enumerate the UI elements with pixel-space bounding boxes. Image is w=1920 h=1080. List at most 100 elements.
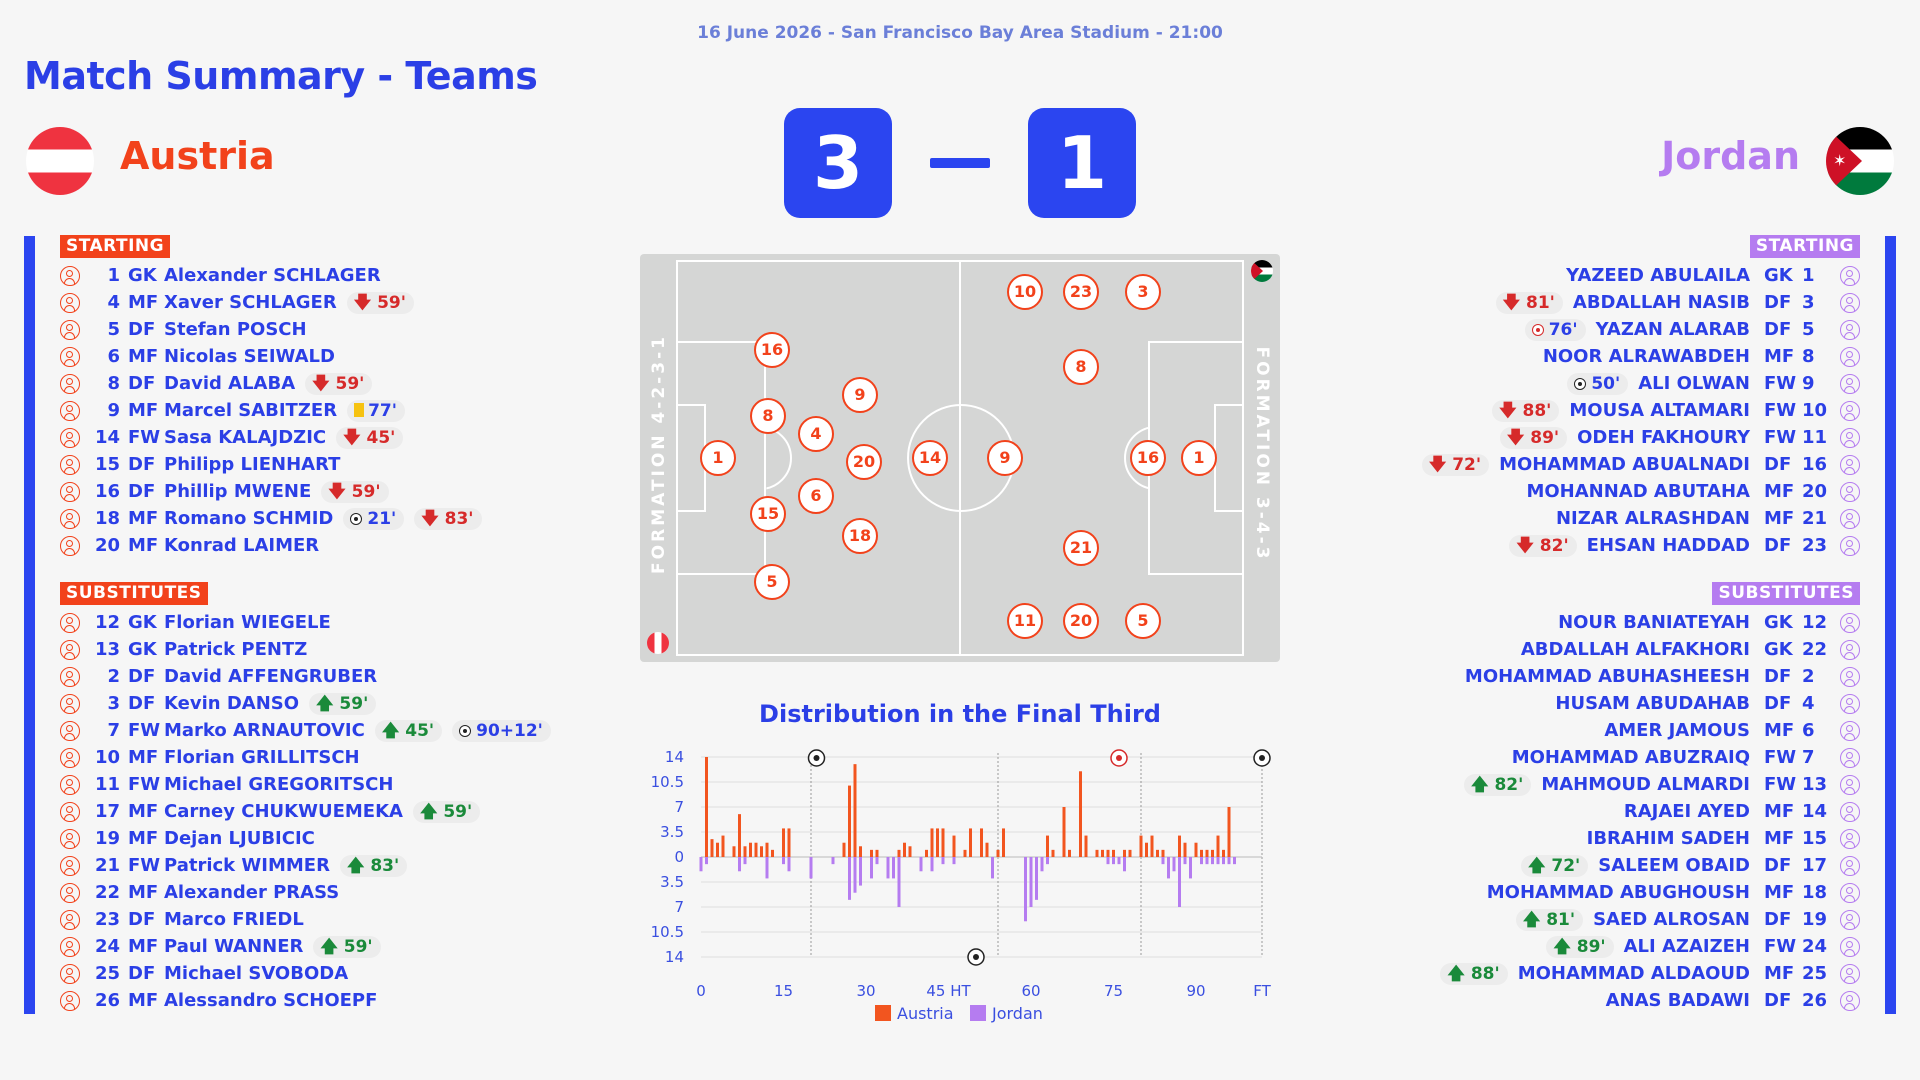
player-row[interactable]: HUSAM ABUDAHAB DF 4 [1555,690,1860,717]
player-row[interactable]: 22 MF Alexander PRASS [60,879,339,906]
player-row[interactable]: 6 MF Nicolas SEIWALD [60,343,335,370]
player-row[interactable]: MOHANNAD ABUTAHA MF 20 [1526,478,1860,505]
player-row[interactable]: 21 FW Patrick WIMMER 🡅 83' [60,852,408,879]
player-row[interactable]: 11 FW Michael GREGORITSCH [60,771,393,798]
austria-bar [1161,849,1165,857]
austria-bar [771,849,774,857]
player-position: GK [1764,612,1793,633]
arrow-down-event: 🡇 59' [346,292,414,314]
player-row[interactable]: 🡅 82' MAHMOUD ALMARDI FW 13 [1464,771,1860,798]
player-number: 24 [1802,936,1828,957]
player-position: MF [1764,508,1795,529]
player-row[interactable]: 17 MF Carney CHUKWUEMEKA 🡅 59' [60,798,481,825]
player-row[interactable]: 🡇 81' ABDALLAH NASIB DF 3 [1495,289,1860,316]
player-name: MOHAMMAD ABUGHOUSH [1486,882,1750,903]
player-row[interactable]: 🡇 72' MOHAMMAD ABUALNADI DF 16 [1421,451,1860,478]
player-row[interactable]: 🡅 72' SALEEM OBAID DF 17 [1521,852,1860,879]
jordan-bar [1024,857,1027,922]
jordan-bar [765,857,769,879]
player-number: 18 [94,508,120,529]
player-row[interactable]: 1 GK Alexander SCHLAGER [60,262,381,289]
player-position: GK [1764,265,1793,286]
player-row[interactable]: 25 DF Michael SVOBODA [60,960,348,987]
player-row[interactable]: 20 MF Konrad LAIMER [60,532,319,559]
player-row[interactable]: 16 DF Phillip MWENE 🡇 59' [60,478,389,505]
player-row[interactable]: ABDALLAH ALFAKHORI GK 22 [1521,636,1860,663]
player-position: MF [128,535,159,556]
player-row[interactable]: NOOR ALRAWABDEH MF 8 [1543,343,1860,370]
player-row[interactable]: 23 DF Marco FRIEDL [60,906,304,933]
player-row[interactable]: 10 MF Florian GRILLITSCH [60,744,360,771]
player-number: 9 [107,400,120,421]
jordan-bar [1029,857,1033,907]
player-name: ODEH FAKHOURY [1577,427,1750,448]
player-row[interactable]: 19 MF Dejan LJUBICIC [60,825,315,852]
player-row[interactable]: YAZEED ABULAILA GK 1 [1566,262,1860,289]
jordan-bar [941,857,945,865]
player-name: Stefan POSCH [164,319,307,340]
player-row[interactable]: IBRAHIM SADEH MF 15 [1587,825,1860,852]
player-row[interactable]: 26 MF Alessandro SCHOEPF [60,987,377,1014]
player-row[interactable]: 24 MF Paul WANNER 🡅 59' [60,933,381,960]
player-row[interactable]: MOHAMMAD ABUHASHEESH DF 2 [1465,663,1860,690]
player-row[interactable]: 12 GK Florian WIEGELE [60,609,331,636]
player-avatar-icon [1840,455,1860,475]
player-number: 3 [1802,292,1815,313]
player-row[interactable]: NIZAR ALRASHDAN MF 21 [1556,505,1860,532]
player-number: 20 [1802,481,1828,502]
player-row[interactable]: 4 MF Xaver SCHLAGER 🡇 59' [60,289,414,316]
jordan-bar [809,857,813,879]
player-name: EHSAN HADDAD [1586,535,1750,556]
austria-bar [1227,807,1231,857]
player-row[interactable]: 18 MF Romano SCHMID 21' 🡇 83' [60,505,482,532]
player-row[interactable]: ANAS BADAWI DF 26 [1606,987,1860,1014]
event-text: 🡇 59' [312,374,365,394]
player-row[interactable]: NOUR BANIATEYAH GK 12 [1558,609,1860,636]
x-tick-label: FT [1253,982,1271,1000]
player-name: Florian WIEGELE [164,612,331,633]
chart-legend: Austria Jordan [875,1004,1043,1023]
player-number: 23 [94,909,120,930]
player-row[interactable]: 🡇 89' ODEH FAKHOURY FW 11 [1499,424,1860,451]
player-row[interactable]: 13 GK Patrick PENTZ [60,636,307,663]
player-avatar-icon [60,748,80,768]
player-row[interactable]: 🡇 82' EHSAN HADDAD DF 23 [1509,532,1860,559]
player-row[interactable]: 2 DF David AFFENGRUBER [60,663,377,690]
ball-icon [1574,378,1587,390]
arrow-up-event: 🡅 82' [1464,774,1532,796]
player-row[interactable]: 5 DF Stefan POSCH [60,316,307,343]
player-row[interactable]: 🡇 88' MOUSA ALTAMARI FW 10 [1492,397,1860,424]
event-text: 🡅 88' [1447,964,1500,984]
player-row[interactable]: 7 FW Marko ARNAUTOVIC 🡅 45' 90+12' [60,717,551,744]
player-row[interactable]: MOHAMMAD ABUGHOUSH MF 18 [1487,879,1860,906]
arrow-down-event: 🡇 83' [414,508,482,530]
away-player-marker: 5 [1125,603,1161,639]
home-player-marker: 8 [750,398,786,434]
player-name: Philipp LIENHART [164,454,341,475]
player-row[interactable]: 8 DF David ALABA 🡇 59' [60,370,373,397]
player-avatar-icon [1840,667,1860,687]
player-row[interactable]: RAJAEI AYED MF 14 [1624,798,1860,825]
player-row[interactable]: 3 DF Kevin DANSO 🡅 59' [60,690,377,717]
player-row[interactable]: AMER JAMOUS MF 6 [1604,717,1860,744]
player-row[interactable]: 🡅 88' MOHAMMAD ALDAOUD MF 25 [1440,960,1860,987]
player-row[interactable]: 76' YAZAN ALARAB DF 5 [1524,316,1860,343]
jordan-bar [1205,857,1209,865]
player-avatar-icon [1840,721,1860,741]
player-row[interactable]: 🡅 89' ALI AZAIZEH FW 24 [1546,933,1860,960]
player-position: FW [128,774,161,795]
player-row[interactable]: 50' ALI OLWAN FW 9 [1567,370,1860,397]
player-position: DF [1764,990,1792,1011]
player-number: 22 [1802,639,1828,660]
player-row[interactable]: 9 MF Marcel SABITZER 77' [60,397,405,424]
player-row[interactable]: 🡅 81' SAED ALROSAN DF 19 [1515,906,1860,933]
player-number: 11 [1802,427,1828,448]
player-row[interactable]: MOHAMMAD ABUZRAIQ FW 7 [1512,744,1860,771]
jordan-bar [1106,857,1110,865]
player-row[interactable]: 15 DF Philipp LIENHART [60,451,340,478]
y-tick-label: 0 [674,848,684,866]
home-player-marker: 20 [846,444,882,480]
player-number: 10 [1802,400,1828,421]
player-row[interactable]: 14 FW Sasa KALAJDZIC 🡇 45' [60,424,404,451]
